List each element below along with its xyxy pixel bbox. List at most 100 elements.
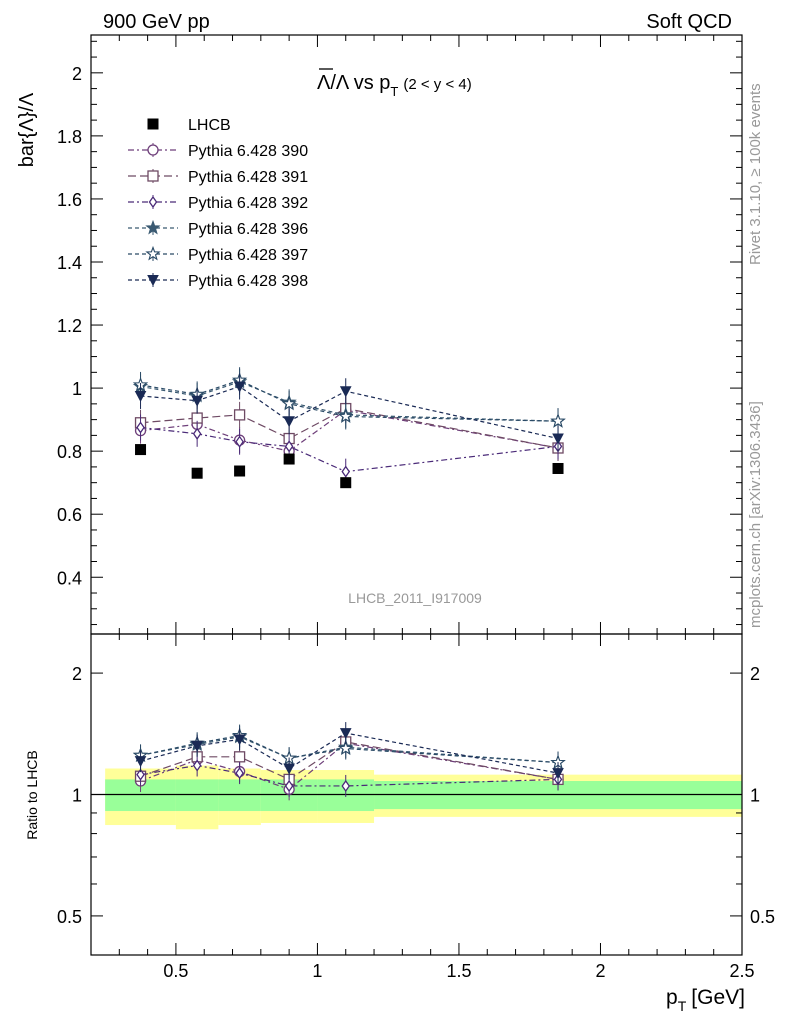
data-point (284, 440, 294, 453)
ratio-data-point (191, 740, 203, 752)
axis-tick-labels: 0.5 1 1.5 2 2.5 0.4 0.6 0.8 1 1.2 1.4 1.6 1.8 2 0.5 0.5… (57, 64, 775, 981)
ratio-data-point (233, 751, 246, 763)
ratio-series-5 (134, 722, 564, 785)
legend-label: Pythia 6.428 392 (188, 195, 308, 212)
ratio-panel-series (132, 722, 566, 801)
data-point-lhcb (552, 462, 564, 474)
ratio-data-point (341, 779, 351, 793)
legend-label: LHCB (188, 117, 231, 134)
y-axis-label: bar{Λ}/Λ (16, 92, 38, 167)
data-point (191, 395, 203, 407)
legend-item-2: Pythia 6.428 392 (128, 195, 308, 212)
ratio-tick-label-right: 0.5 (750, 907, 775, 927)
legend-marker (147, 275, 159, 287)
ratio-series-line-5 (140, 732, 559, 774)
ratio-tick-label-right: 1 (750, 786, 760, 806)
header-right: Soft QCD (646, 11, 732, 33)
data-point-lhcb (191, 467, 203, 479)
main-panel-series (132, 367, 566, 489)
series-line-2 (140, 426, 559, 473)
legend-item-3: Pythia 6.428 396 (128, 219, 308, 238)
legend-marker (145, 245, 161, 261)
y-tick-label: 1 (72, 379, 82, 399)
ratio-band-inner-1 (175, 779, 219, 812)
x-axis-label-main: p (666, 986, 678, 1009)
data-point (233, 381, 246, 393)
data-point (233, 409, 246, 421)
ratio-data-point (192, 759, 202, 772)
x-tick-label: 0.5 (163, 961, 188, 981)
legend-item-lhcb: LHCB (147, 117, 231, 134)
y-tick-label: 1.2 (57, 316, 82, 336)
ratio-data-point (284, 779, 294, 793)
data-point (338, 408, 354, 424)
x-tick-label: 2 (595, 961, 605, 981)
legend-label: Pythia 6.428 397 (188, 247, 308, 264)
legend-marker (145, 219, 161, 235)
data-point-lhcb (283, 453, 295, 465)
data-point (235, 435, 244, 448)
x-axis-label-sub: T (678, 998, 687, 1014)
data-point-lhcb (340, 477, 352, 489)
y-tick-label: 0.4 (57, 568, 82, 588)
data-point (341, 465, 351, 478)
data-point-lhcb (234, 465, 246, 477)
ratio-data-point (339, 728, 352, 740)
analysis-watermark: LHCB_2011_I917009 (348, 590, 482, 606)
chart-title-sub: T (390, 84, 398, 99)
ratio-data-point (233, 734, 246, 746)
legend-label: Pythia 6.428 390 (188, 143, 308, 160)
x-tick-label: 1.5 (446, 961, 471, 981)
axis-ticks (90, 35, 743, 955)
data-point (192, 427, 202, 440)
data-point (552, 433, 564, 445)
ratio-data-point (283, 763, 295, 775)
ratio-panel-frame (90, 633, 743, 956)
side-label-mcplots: mcplots.cern.ch [arXiv:1306.3436] (747, 401, 764, 628)
legend-item-5: Pythia 6.428 398 (128, 273, 308, 290)
y-tick-label: 0.8 (57, 442, 82, 462)
ratio-tick-label-right: 2 (750, 664, 760, 684)
chart-title-main: Λ/Λ vs p (317, 72, 390, 94)
data-point (283, 416, 295, 428)
series-lhcb (135, 444, 564, 489)
data-point (134, 390, 147, 403)
series-line-1 (140, 407, 559, 449)
y-tick-label: 2 (72, 64, 82, 84)
x-axis-label: pT [GeV] (666, 986, 745, 1014)
data-point (136, 421, 145, 434)
data-point (550, 413, 566, 428)
y-tick-label: 1.8 (57, 127, 82, 147)
series-line-5 (140, 385, 559, 440)
ratio-data-point (235, 766, 244, 780)
data-point (281, 395, 297, 411)
series-5 (134, 373, 564, 452)
chart-title: Λ/Λ vs pT (2 < y < 4) (317, 72, 472, 99)
ratio-series-line-1 (140, 741, 559, 781)
ratio-y-axis-label: Ratio to LHCB (24, 750, 40, 839)
data-point-lhcb (135, 444, 147, 456)
legend-item-4: Pythia 6.428 397 (128, 245, 308, 264)
legend-item-1: Pythia 6.428 391 (128, 169, 308, 186)
y-tick-label: 0.6 (57, 505, 82, 525)
series-line-4 (140, 379, 559, 422)
chart-title-range: (2 < y < 4) (403, 76, 471, 93)
legend-marker (147, 144, 159, 156)
ratio-data-point (134, 756, 147, 768)
side-label-rivet: Rivet 3.1.10, ≥ 100k events (747, 83, 764, 265)
ratio-data-point (136, 768, 145, 781)
legend: LHCB Pythia 6.428 390 Pythia 6.428 391 Pyth… (128, 117, 308, 290)
ratio-band-inner-2 (218, 779, 261, 812)
ratio-series-line-2 (140, 764, 559, 787)
x-tick-label: 2.5 (729, 961, 754, 981)
x-axis-label-unit: [GeV] (691, 986, 745, 1009)
legend-label: Pythia 6.428 391 (188, 169, 308, 186)
series-2 (136, 414, 563, 485)
ratio-tick-label: 0.5 (57, 907, 82, 927)
legend-marker-lhcb (147, 118, 159, 130)
ratio-data-point (552, 768, 564, 780)
legend-label: Pythia 6.428 398 (188, 273, 308, 290)
legend-item-0: Pythia 6.428 390 (128, 143, 308, 160)
ratio-tick-label: 1 (72, 786, 82, 806)
